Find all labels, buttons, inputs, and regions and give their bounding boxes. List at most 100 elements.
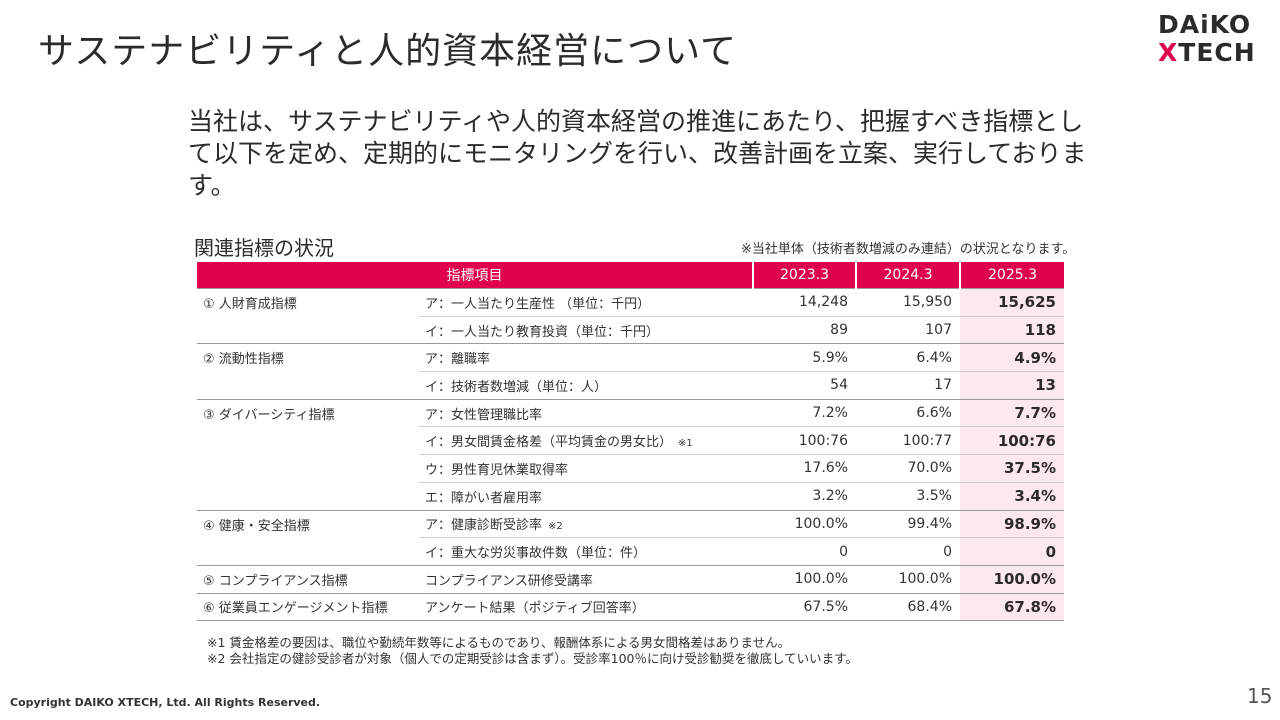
row-value: 67.8% (960, 592, 1064, 622)
table-row: エ：障がい者雇用率 3.2% 3.5% 3.4% (197, 481, 1064, 510)
row-item: イ：一人当たり教育投資（単位：千円） (419, 315, 753, 344)
table-row: ④ 健康・安全指標 ア：健康診断受診率 ※2 100.0% 99.4% 98.9% (197, 509, 1064, 538)
row-value: 100:77 (856, 426, 960, 455)
footnote: ※2 会社指定の健診受診者が対象（個人での定期受診は含まず）。受診率100％に向… (207, 651, 858, 666)
row-item: イ：男女間賃金格差（平均賃金の男女比） ※1 (419, 426, 753, 455)
row-category: ⑤ コンプライアンス指標 (197, 564, 419, 594)
row-value: 6.4% (856, 343, 960, 372)
metrics-body: ① 人財育成指標 ア：一人当たり生産性 （単位：千円） 14,248 15,950 15… (197, 288, 1064, 622)
row-item: ウ：男性育児休業取得率 (419, 454, 753, 483)
header-year: 2023.3 (753, 262, 857, 289)
table-row: ⑤ コンプライアンス指標 コンプライアンス研修受講率 100.0% 100.0% 100… (197, 564, 1064, 594)
row-value: 0 (753, 537, 856, 566)
table-row: ① 人財育成指標 ア：一人当たり生産性 （単位：千円） 14,248 15,950 15… (197, 288, 1064, 317)
row-value: 99.4% (856, 509, 960, 538)
logo-x: X (1158, 38, 1179, 67)
row-item-label: ア：一人当たり生産性 （単位：千円） (425, 296, 651, 312)
row-value: 67.5% (753, 592, 856, 622)
row-annotation: ※2 (548, 521, 563, 533)
header-item: 指標項目 (197, 262, 754, 289)
copyright: Copyright DAIKO XTECH, Ltd. All Rights R… (10, 696, 321, 709)
row-value: 7.7% (960, 398, 1064, 427)
row-item: イ：重大な労災事故件数（単位：件） (419, 537, 753, 566)
row-value: 70.0% (856, 454, 960, 483)
row-item-label: ア：女性管理職比率 (425, 407, 543, 423)
row-value: 68.4% (856, 592, 960, 622)
row-value: 7.2% (753, 398, 856, 427)
row-category: ① 人財育成指標 (197, 288, 419, 317)
row-value: 37.5% (960, 454, 1064, 483)
intro-text: 当社は、サステナビリティや人的資本経営の推進にあたり、把握すべき指標として以下を… (188, 107, 1087, 200)
row-value: 89 (753, 315, 856, 344)
row-value: 6.6% (856, 398, 960, 427)
row-value: 0 (960, 537, 1064, 566)
table-row: ウ：男性育児休業取得率 17.6% 70.0% 37.5% (197, 454, 1064, 483)
row-category: ③ ダイバーシティ指標 (197, 398, 419, 427)
table-note: ※当社単体（技術者数増減のみ連結）の状況となります。 (741, 242, 1076, 257)
row-item-label: アンケート結果（ポジティブ回答率） (425, 601, 645, 617)
row-value: 100.0% (753, 509, 856, 538)
row-category (197, 455, 419, 483)
row-category (197, 427, 419, 455)
row-value: 100.0% (856, 564, 960, 594)
row-value: 3.5% (856, 481, 960, 510)
row-item: ア：健康診断受診率 ※2 (419, 509, 753, 538)
row-value: 100.0% (753, 564, 856, 594)
metrics-table: 指標項目 2023.3 2024.3 2025.3 ① 人財育成指標 ア：一人当た… (197, 262, 1064, 622)
row-item: イ：技術者数増減（単位：人） (419, 371, 753, 400)
row-value: 5.9% (753, 343, 856, 372)
row-category (197, 372, 419, 400)
table-row: イ：一人当たり教育投資（単位：千円） 89 107 118 (197, 315, 1064, 344)
row-item-label: ア：離職率 (425, 352, 491, 368)
footnotes: ※1 賃金格差の要因は、職位や勤続年数等によるものであり、報酬体系による男女間格… (207, 635, 858, 667)
table-row: イ：重大な労災事故件数（単位：件） 0 0 0 (197, 537, 1064, 566)
row-item-label: コンプライアンス研修受講率 (425, 573, 593, 589)
logo-tech: TECH (1178, 38, 1256, 67)
row-item: ア：一人当たり生産性 （単位：千円） (419, 288, 753, 317)
row-item: アンケート結果（ポジティブ回答率） (419, 592, 753, 622)
row-value: 13 (960, 371, 1064, 400)
row-item-label: ウ：男性育児休業取得率 (425, 462, 569, 478)
table-header-row: 指標項目 2023.3 2024.3 2025.3 (197, 262, 1064, 289)
row-item-label: イ：重大な労災事故件数（単位：件） (425, 546, 647, 562)
row-item: エ：障がい者雇用率 (419, 481, 753, 510)
row-value: 14,248 (753, 288, 856, 317)
row-category: ④ 健康・安全指標 (197, 509, 419, 538)
table-row: イ：男女間賃金格差（平均賃金の男女比） ※1 100:76 100:77 100:76 (197, 426, 1064, 455)
row-value: 0 (856, 537, 960, 566)
table-row: ⑥ 従業員エンゲージメント指標 アンケート結果（ポジティブ回答率） 67.5% 68.… (197, 592, 1064, 622)
row-category: ② 流動性指標 (197, 343, 419, 372)
row-annotation: ※1 (678, 438, 693, 450)
row-value: 17.6% (753, 454, 856, 483)
logo-line1: DAiKO (1158, 10, 1252, 39)
logo-line2: XTECH (1158, 39, 1258, 67)
row-value: 118 (960, 315, 1064, 344)
table-heading: 関連指標の状況 (194, 236, 334, 260)
row-item-label: イ：男女間賃金格差（平均賃金の男女比） (425, 435, 673, 451)
table-row: ③ ダイバーシティ指標 ア：女性管理職比率 7.2% 6.6% 7.7% (197, 398, 1064, 427)
row-item-label: イ：一人当たり教育投資（単位：千円） (425, 324, 660, 340)
row-value: 107 (856, 315, 960, 344)
page-number: 15 (1247, 684, 1273, 708)
row-value: 100:76 (960, 426, 1064, 455)
row-value: 3.2% (753, 481, 856, 510)
row-item: コンプライアンス研修受講率 (419, 564, 753, 594)
table-row: イ：技術者数増減（単位：人） 54 17 13 (197, 371, 1064, 400)
table-row: ② 流動性指標 ア：離職率 5.9% 6.4% 4.9% (197, 343, 1064, 372)
row-item-label: イ：技術者数増減（単位：人） (425, 379, 608, 395)
row-value: 3.4% (960, 481, 1064, 510)
company-logo: DAiKO XTECH (1158, 11, 1258, 67)
row-value: 54 (753, 371, 856, 400)
row-item-label: エ：障がい者雇用率 (425, 490, 543, 506)
row-value: 98.9% (960, 509, 1064, 538)
footnote: ※1 賃金格差の要因は、職位や勤続年数等によるものであり、報酬体系による男女間格… (207, 635, 791, 650)
row-category: ⑥ 従業員エンゲージメント指標 (197, 592, 419, 622)
header-year: 2024.3 (856, 262, 961, 289)
row-item: ア：離職率 (419, 343, 753, 372)
row-category (197, 316, 419, 344)
page-title: サステナビリティと人的資本経営について (38, 31, 738, 72)
row-value: 100:76 (753, 426, 856, 455)
row-value: 4.9% (960, 343, 1064, 372)
row-value: 15,625 (960, 288, 1064, 317)
row-category (197, 482, 419, 510)
